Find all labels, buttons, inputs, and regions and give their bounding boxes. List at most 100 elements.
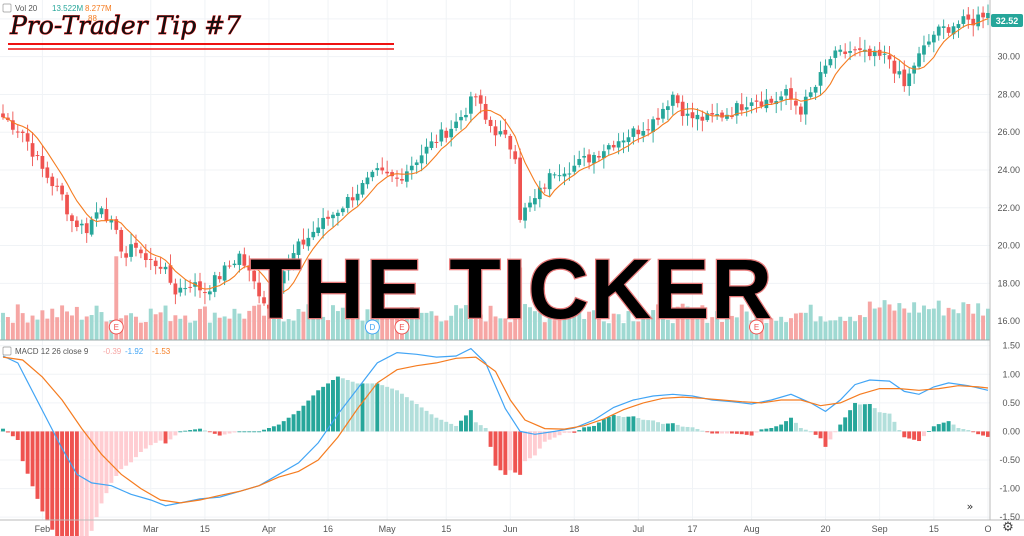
candle-body[interactable] [715,114,719,116]
candle-body[interactable] [557,175,562,177]
candle-body[interactable] [336,212,340,217]
candle-body[interactable] [902,69,907,87]
candle-body[interactable] [267,304,271,309]
candle-body[interactable] [848,51,852,53]
candlesticks[interactable] [1,4,990,319]
candle-body[interactable] [680,101,685,117]
candle-body[interactable] [562,173,567,177]
candle-body[interactable] [45,167,50,178]
candle-body[interactable] [789,88,793,100]
macd-legend[interactable]: MACD 12 26 close 9 -0.39 -1.92 -1.53 [2,346,171,356]
candle-body[interactable] [375,168,380,171]
candle-body[interactable] [867,48,872,57]
earnings-marker[interactable]: E [749,319,765,335]
earnings-marker[interactable]: E [394,319,410,335]
candle-body[interactable] [927,41,931,45]
candle-body[interactable] [345,197,350,208]
candle-body[interactable] [50,176,55,187]
candle-body[interactable] [60,185,64,195]
candle-body[interactable] [597,156,601,158]
candle-body[interactable] [897,71,902,75]
candle-body[interactable] [858,48,862,51]
candle-body[interactable] [843,51,848,55]
candle-body[interactable] [646,129,651,131]
candle-body[interactable] [882,53,887,55]
candle-body[interactable] [670,94,675,106]
candle-body[interactable] [464,114,468,118]
candle-body[interactable] [749,102,754,106]
volume-legend[interactable]: Vol 20 13.522M 8.277M 88 [2,3,112,23]
dividend-marker[interactable]: D [364,319,380,335]
candle-body[interactable] [794,100,798,106]
candle-body[interactable] [823,65,828,74]
candle-body[interactable] [611,144,616,148]
candle-body[interactable] [459,116,463,121]
candle-body[interactable] [961,16,966,24]
candle-body[interactable] [838,49,843,52]
candle-body[interactable] [666,106,670,110]
candle-body[interactable] [759,101,764,107]
candle-body[interactable] [503,129,508,135]
candle-body[interactable] [139,249,143,254]
candle-body[interactable] [537,187,542,200]
candle-body[interactable] [385,171,390,174]
candle-body[interactable] [971,18,976,26]
candle-body[interactable] [276,283,281,297]
candle-body[interactable] [237,253,242,265]
candle-body[interactable] [631,128,636,137]
candle-body[interactable] [94,212,99,219]
candle-body[interactable] [158,266,163,269]
candle-body[interactable] [651,119,655,132]
candle-body[interactable] [936,26,941,36]
candle-body[interactable] [636,129,641,135]
candle-body[interactable] [523,207,527,221]
candle-body[interactable] [695,114,700,120]
candle-body[interactable] [744,107,749,110]
candle-body[interactable] [449,128,454,138]
candle-body[interactable] [872,50,877,57]
candle-body[interactable] [877,49,882,56]
candle-body[interactable] [15,131,20,133]
candle-body[interactable] [981,12,985,18]
candle-body[interactable] [10,120,15,130]
candle-body[interactable] [20,131,25,133]
candle-body[interactable] [153,260,158,267]
candle-body[interactable] [232,263,237,266]
candle-body[interactable] [143,253,148,261]
candle-body[interactable] [508,135,513,150]
candle-body[interactable] [779,96,784,101]
candle-body[interactable] [552,174,557,176]
candle-body[interactable] [124,253,128,258]
candle-body[interactable] [212,275,217,292]
collapse-icon[interactable] [2,3,12,13]
candle-body[interactable] [272,298,276,310]
candle-body[interactable] [976,14,981,27]
candle-body[interactable] [833,50,838,58]
candle-body[interactable] [109,219,114,223]
candle-body[interactable] [370,171,375,178]
candle-body[interactable] [784,89,788,96]
candle-body[interactable] [419,155,424,164]
candle-body[interactable] [99,208,104,215]
candle-body[interactable] [572,165,577,172]
candle-body[interactable] [498,131,503,135]
candle-body[interactable] [365,177,370,185]
candle-body[interactable] [222,265,227,281]
candle-body[interactable] [173,283,178,295]
candle-body[interactable] [340,208,345,213]
candle-body[interactable] [808,92,813,97]
candle-body[interactable] [360,183,365,195]
candle-body[interactable] [262,297,266,304]
candle-body[interactable] [429,141,434,148]
candle-body[interactable] [567,173,572,175]
candle-body[interactable] [321,217,325,229]
candle-body[interactable] [104,209,109,221]
candle-body[interactable] [528,202,532,208]
candle-body[interactable] [656,117,660,120]
candle-body[interactable] [621,140,626,143]
candle-body[interactable] [922,45,926,55]
candle-body[interactable] [803,96,808,115]
candle-body[interactable] [734,103,739,116]
candle-body[interactable] [818,72,823,86]
